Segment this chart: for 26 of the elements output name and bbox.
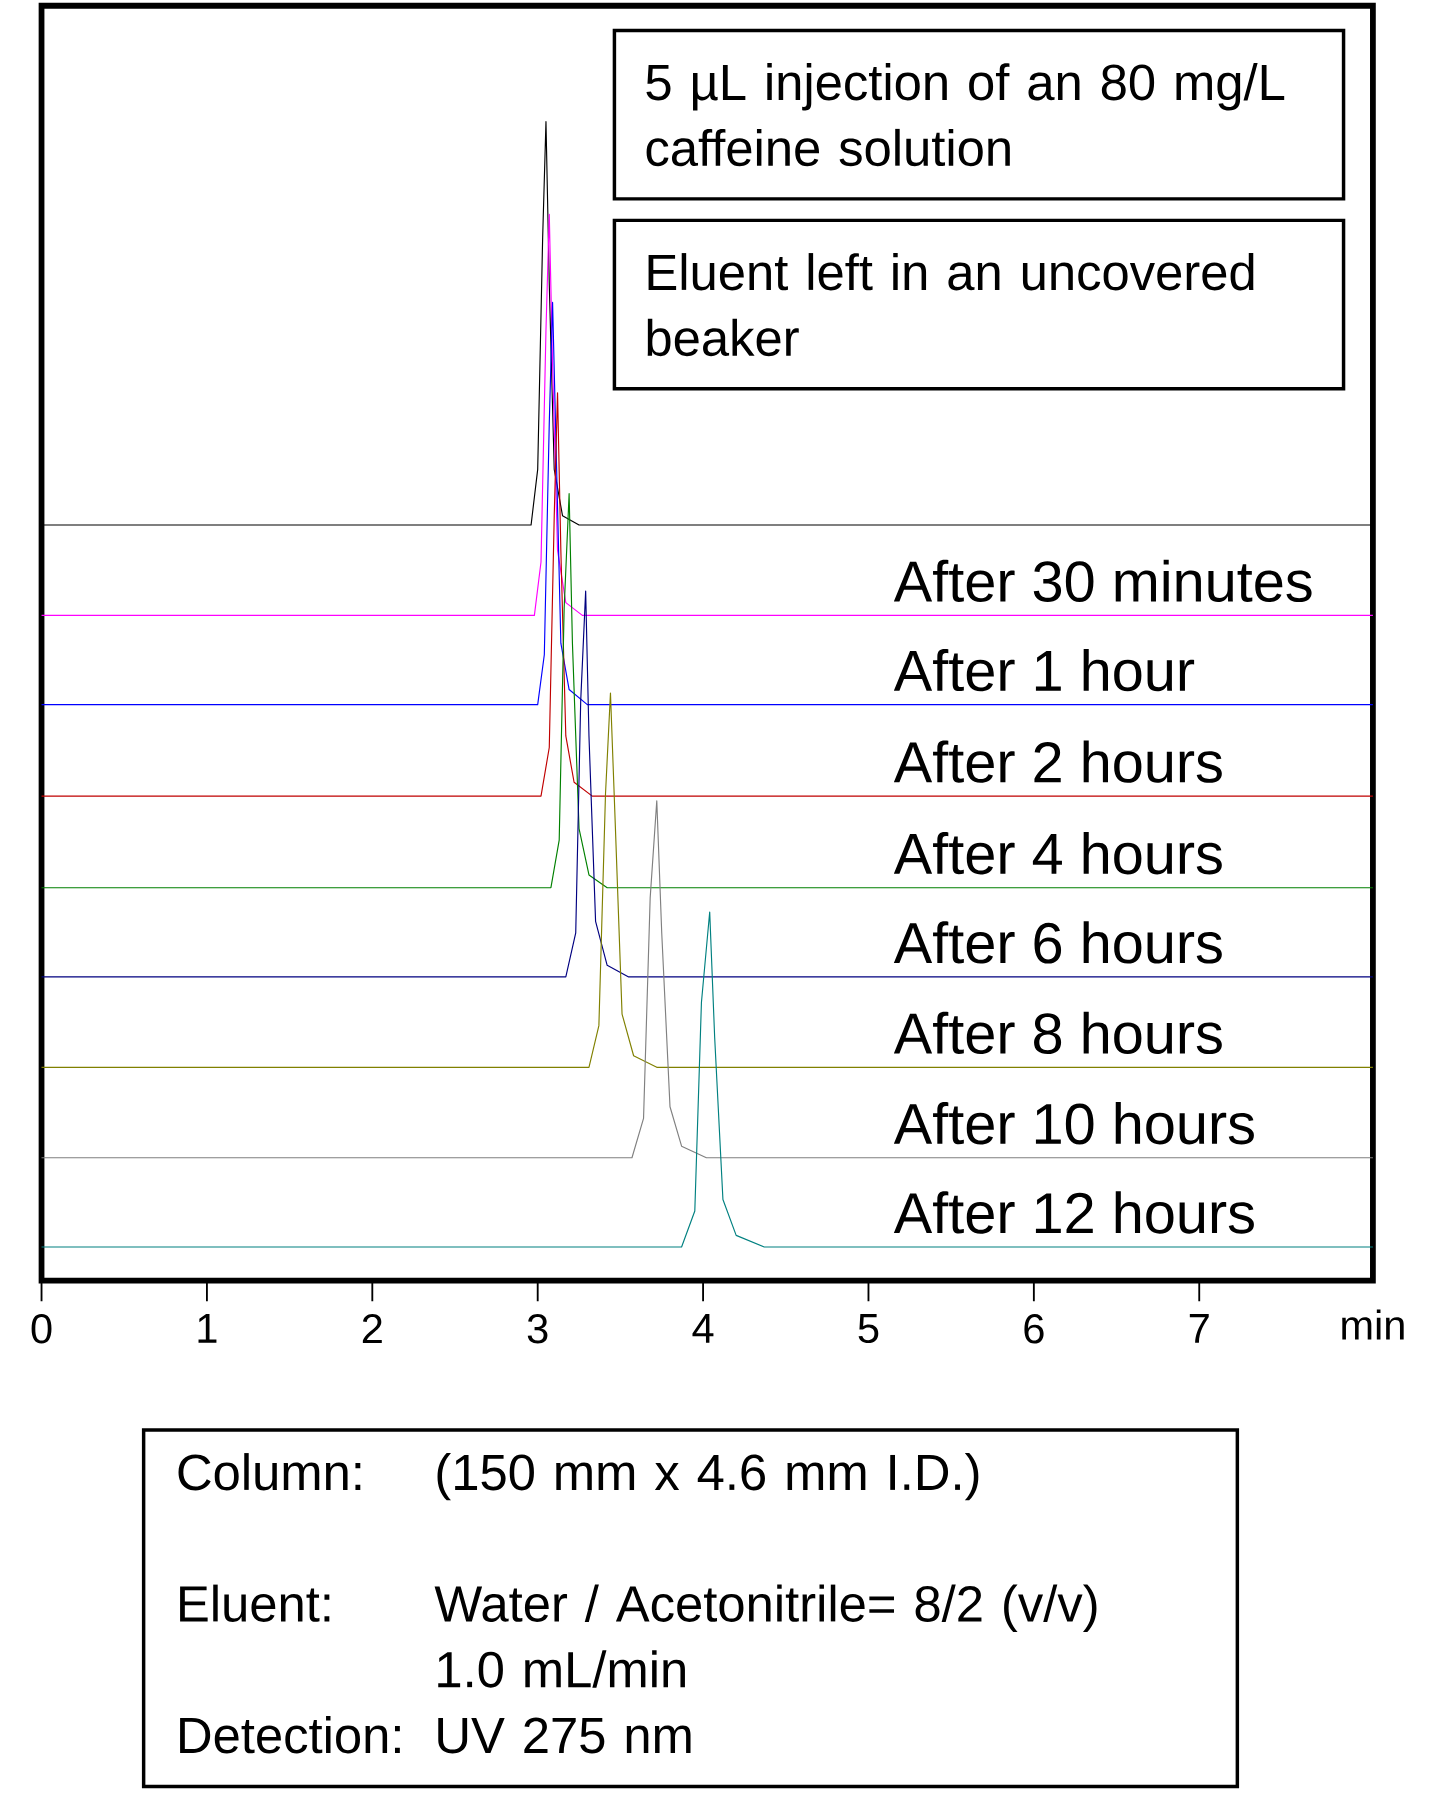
- series-label: After 2 hours: [893, 740, 1222, 783]
- text: Eluent:: [180, 1584, 330, 1622]
- annotation: 5 µL injection of an 80 mg/L caffeine solution: [646, 63, 1285, 167]
- text: UV 275 nm: [438, 1717, 691, 1754]
- x-tick-label: 3: [527, 1314, 548, 1344]
- text: Column:: [178, 1453, 361, 1491]
- text: 1.0 mL/min: [438, 1650, 685, 1688]
- x-tick-label: 5: [858, 1314, 879, 1344]
- series-label: After 10 hours: [893, 1102, 1254, 1145]
- text: (150 mm x 4.6 mm I.D.): [437, 1453, 979, 1501]
- x-tick-label: 1: [198, 1314, 217, 1343]
- x-tick-label: 4: [692, 1314, 714, 1343]
- text: Water / Acetonitrile= 8/2 (v/v): [434, 1584, 1097, 1632]
- series-label: After 1 hour: [893, 648, 1195, 692]
- series-label: After 30 minutes: [893, 559, 1312, 603]
- x-tick-label: 2: [362, 1314, 382, 1344]
- series-label: After 4 hours: [893, 832, 1222, 875]
- x-axis-title: min: [1342, 1309, 1404, 1340]
- text: Detection:: [180, 1716, 400, 1754]
- annotation: Eluent left in an uncovered beaker: [647, 253, 1254, 357]
- x-tick-label: 7: [1189, 1314, 1209, 1343]
- x-tick-label: 6: [1024, 1314, 1044, 1344]
- series-label: After 12 hours: [893, 1191, 1254, 1234]
- x-tick-label: 0: [31, 1314, 52, 1344]
- series-label: After 8 hours: [893, 1011, 1222, 1055]
- series-label: After 6 hours: [893, 921, 1222, 964]
